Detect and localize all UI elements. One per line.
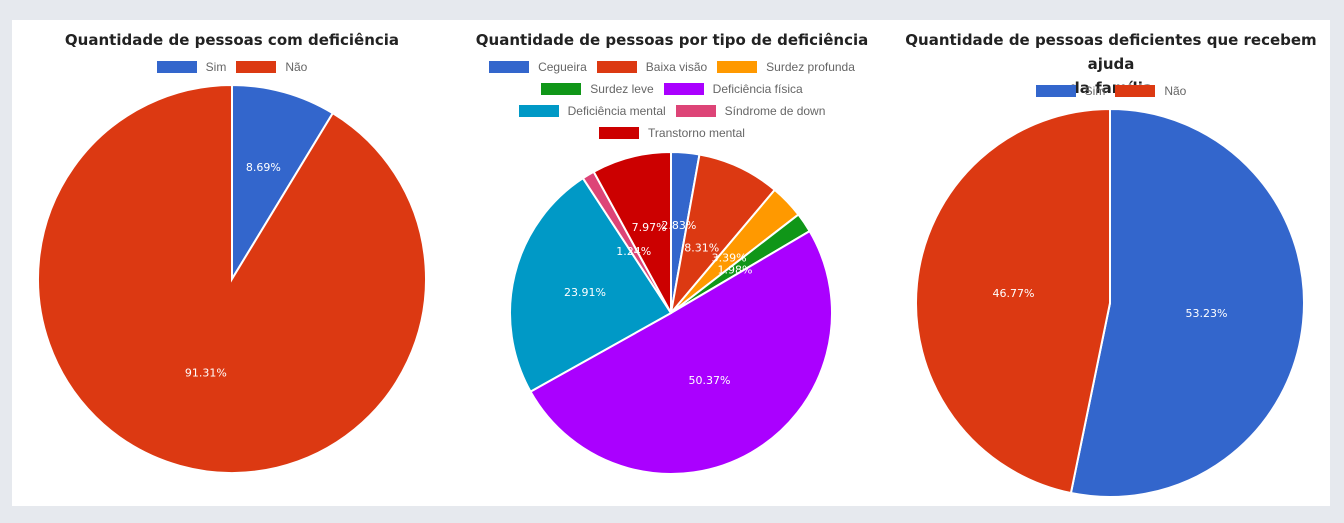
legend-swatch (675, 105, 716, 117)
pie-slice-sim[interactable] (1069, 107, 1305, 498)
slice-label-sim: 8.69% (246, 161, 281, 174)
legend-item-deficiencia-fisica[interactable]: Deficiência física (663, 82, 803, 96)
slice-label-transtorno-mental: 7.97% (632, 221, 667, 234)
legend-swatch (1035, 85, 1076, 97)
legend-swatch (596, 61, 637, 73)
pie-chart-pessoas-com-deficiencia: 8.69% 91.31% (37, 83, 427, 474)
legend-item-baixa-visao[interactable]: Baixa visão (596, 60, 708, 74)
slice-label-baixa-visao: 8.31% (684, 241, 719, 254)
legend-item-sim[interactable]: Sim (156, 60, 227, 74)
chart-title-line-1: Quantidade de pessoas deficientes que re… (905, 31, 1317, 73)
slice-label-nao: 46.77% (993, 287, 1035, 300)
pie-slice-sim[interactable] (231, 83, 335, 283)
slice-label-surdez-profunda: 3.39% (712, 251, 747, 264)
legend-swatch (663, 83, 704, 95)
pie-slice-nao[interactable] (915, 107, 1111, 495)
legend-label: Não (1164, 84, 1187, 98)
legend-swatch (1115, 85, 1156, 97)
legend-label: Deficiência física (712, 82, 803, 96)
slice-label-deficiencia-fisica: 50.37% (689, 374, 731, 387)
chart-legend: Cegueira Baixa visão Surdez profunda Sur… (452, 56, 892, 144)
pie-slice-deficiencia-fisica[interactable] (529, 229, 833, 475)
legend-item-transtorno-mental[interactable]: Transtorno mental (599, 126, 745, 140)
pie-chart-ajuda-da-familia: 53.23% 46.77% (915, 107, 1305, 498)
legend-item-surdez-profunda[interactable]: Surdez profunda (717, 60, 855, 74)
legend-swatch (541, 83, 582, 95)
pie-slice-transtorno-mental[interactable] (592, 150, 672, 314)
legend-swatch (717, 61, 758, 73)
legend-item-deficiencia-mental[interactable]: Deficiência mental (518, 104, 666, 118)
legend-swatch (518, 105, 559, 117)
chart-panel-tipo-de-deficiencia: Quantidade de pessoas por tipo de defici… (452, 20, 892, 506)
legend-label: Sim (205, 60, 227, 74)
legend-item-sindrome-de-down[interactable]: Síndrome de down (675, 104, 826, 118)
chart-title: Quantidade de pessoas com deficiência (64, 31, 400, 49)
chart-title: Quantidade de pessoas deficientes que re… (892, 28, 1330, 100)
charts-container: Quantidade de pessoas com deficiência Si… (12, 20, 1330, 506)
legend-label: Surdez profunda (766, 60, 855, 74)
legend-label: Cegueira (538, 60, 587, 74)
legend-swatch (489, 61, 530, 73)
slice-label-sindrome-de-down: 1.24% (616, 245, 651, 258)
legend-label: Sim (1084, 84, 1106, 98)
legend-label: Surdez leve (590, 82, 654, 96)
legend-swatch (156, 61, 197, 73)
legend-label: Síndrome de down (724, 104, 826, 118)
chart-legend: Sim Não (12, 56, 452, 78)
slice-label-deficiencia-mental: 23.91% (564, 286, 606, 299)
chart-panel-pessoas-com-deficiencia: Quantidade de pessoas com deficiência Si… (12, 20, 452, 506)
legend-item-cegueira[interactable]: Cegueira (489, 60, 587, 74)
legend-swatch (599, 127, 640, 139)
legend-label: Deficiência mental (567, 104, 666, 118)
legend-item-nao[interactable]: Não (1115, 84, 1186, 98)
legend-label: Transtorno mental (648, 126, 745, 140)
pie-chart-tipo-de-deficiencia: 2.83% 8.31%3.39%1.98% 50.37% 23.91% 1.24% 7.9… (509, 150, 833, 475)
chart-title: Quantidade de pessoas por tipo de defici… (475, 31, 869, 49)
legend-item-sim[interactable]: Sim (1035, 84, 1106, 98)
slice-label-surdez-leve: 1.98% (717, 264, 752, 277)
pie-slice-deficiencia-mental[interactable] (509, 176, 673, 393)
legend-item-nao[interactable]: Não (236, 60, 307, 74)
chart-panel-ajuda-da-familia: Quantidade de pessoas deficientes que re… (892, 20, 1330, 506)
legend-label: Baixa visão (645, 60, 708, 74)
slice-label-nao: 91.31% (185, 366, 227, 379)
legend-swatch (236, 61, 277, 73)
legend-item-surdez-leve[interactable]: Surdez leve (541, 82, 654, 96)
slice-label-sim: 53.23% (1186, 307, 1228, 320)
chart-legend: Sim Não (892, 80, 1330, 102)
pie-slice-nao[interactable] (37, 83, 427, 474)
slice-label-cegueira: 2.83% (661, 219, 696, 232)
legend-label: Não (285, 60, 308, 74)
